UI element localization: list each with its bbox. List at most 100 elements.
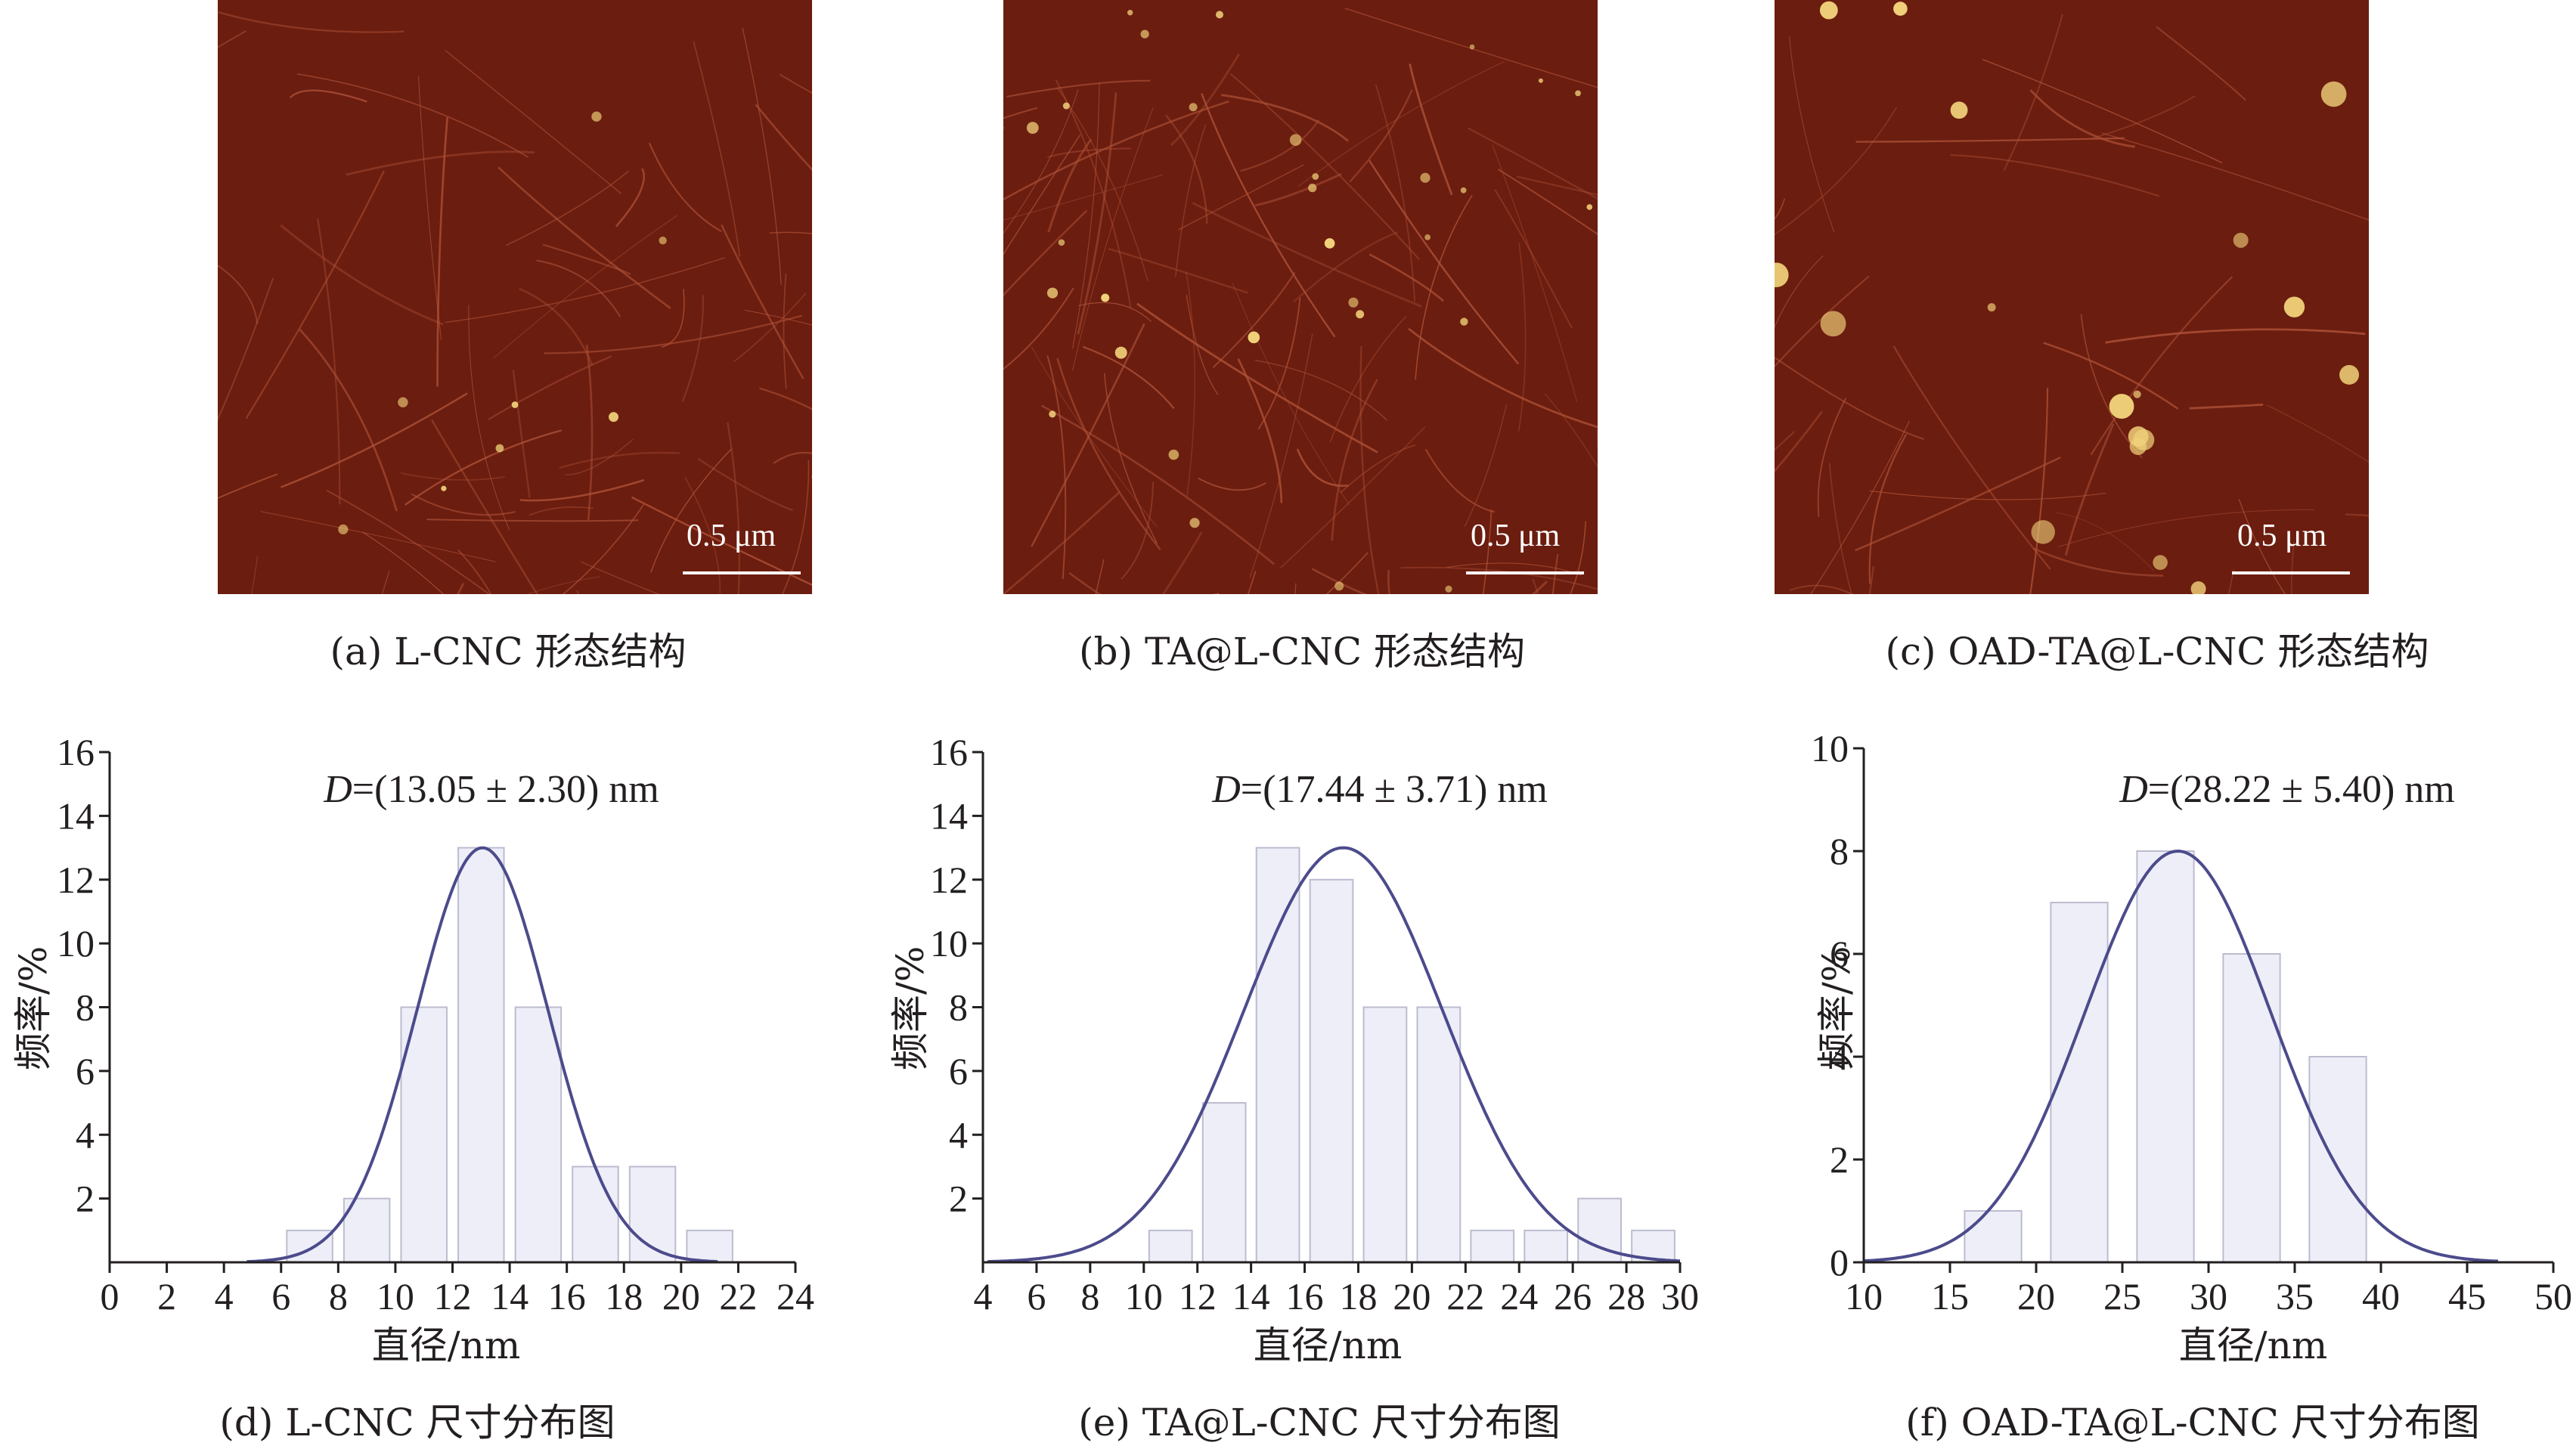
x-tick-label: 15 [1931,1275,1969,1317]
afm-fiber [2238,498,2286,594]
afm-fiber [681,295,704,403]
x-tick-label: 25 [2103,1275,2141,1317]
afm-particle [1538,78,1543,83]
afm-fiber [1257,297,1301,430]
afm-fiber [1570,521,1587,594]
afm-particle [1819,1,1838,20]
afm-fiber [2267,404,2369,463]
y-tick-label: 2 [949,1178,968,1220]
afm-fiber [684,476,721,593]
histogram-bar [1964,1210,2023,1263]
afm-fiber [1892,345,2051,570]
x-tick-label: 26 [1554,1275,1592,1317]
afm-fiber [773,451,812,464]
afm-fiber [542,243,631,275]
afm-fiber [1482,509,1493,594]
x-tick-label: 6 [271,1275,290,1317]
afm-fiber [1294,583,1297,594]
afm-fiber [1164,114,1208,224]
afm-particle [2283,296,2305,317]
afm-fiber [1201,93,1336,338]
afm-fiber [650,448,733,573]
x-tick-label: 18 [1339,1275,1377,1317]
afm-fiber [1311,568,1368,594]
y-axis-label-e: 频率/% [888,946,932,1070]
afm-fiber [260,511,496,562]
afm-fiber [559,451,680,469]
x-tick-label: 14 [491,1275,529,1317]
afm-fiber [2156,26,2246,101]
afm-fiber [2029,387,2049,594]
afm-particle [2031,520,2055,544]
scale-bar-b [1466,571,1584,574]
scale-bar-c [2232,571,2350,574]
afm-fiber [436,116,449,387]
afm-fiber [1551,553,1559,594]
afm-particle [1101,293,1110,302]
afm-particle [398,397,408,407]
afm-particle [1334,581,1344,591]
afm-fiber [1186,295,1219,395]
afm-fiber [1108,247,1249,294]
x-tick-label: 2 [157,1275,176,1317]
afm-particle [1046,287,1059,299]
afm-fiber [1531,581,1548,594]
afm-fiber [519,478,645,502]
afm-fiber [1161,531,1203,594]
y-tick-label: 2 [76,1178,95,1220]
histogram-d: 0 2 4 6 8 10 12 14 16 18 20 22 24 2 4 6 8 10 12 14 16 D=(13.… [0,711,832,1376]
afm-particle [1950,101,1968,119]
histogram-bar [1577,1197,1622,1263]
gaussian-fit-curve [987,846,1681,1264]
afm-particle [1775,262,1789,288]
afm-fiber [1828,463,1852,594]
x-tick-label: 20 [1393,1275,1431,1317]
afm-fiber [1136,302,1378,454]
afm-fiber [2101,132,2369,221]
histogram-bar [2308,1056,2367,1263]
afm-fiber [2055,512,2155,571]
afm-fiber [326,489,491,594]
annotation-value-d: =(13.05 ± 2.30) nm [352,768,659,811]
histogram-bar [2050,902,2109,1263]
afm-particle [1324,238,1335,249]
afm-fiber [457,583,465,594]
afm-fiber [2105,328,2366,344]
afm-fiber [1775,357,1924,440]
afm-fiber [1178,164,1304,231]
afm-particle [1026,122,1039,135]
mean-annotation-e: D=(17.44 ± 3.71) nm [1212,767,1548,812]
afm-fiber [526,576,600,594]
afm-fiber [2080,314,2143,459]
x-axis-label-e: 直径/nm [1253,1324,1403,1367]
afm-fiber [1293,231,1398,302]
afm-fiber [1040,404,1275,565]
afm-fiber [783,273,787,389]
afm-particle [1062,102,1070,110]
afm-fiber [1409,63,1453,196]
afm-fiber [1325,552,1369,594]
afm-fiber [418,76,442,340]
histogram-bar [400,1006,448,1263]
afm-fiber [1247,571,1257,594]
gaussian-fit-curve [1863,849,2499,1263]
afm-particle [1445,585,1452,593]
histogram-bar [1470,1229,1515,1263]
afm-fiber [727,422,740,594]
afm-fiber [576,590,579,594]
afm-fiber [2090,276,2233,456]
x-tick-label: 8 [329,1275,348,1317]
afm-fiber [2290,541,2295,594]
y-tick-label: 4 [76,1113,95,1156]
gaussian-fit-curve [246,846,718,1264]
afm-fiber [2345,513,2369,517]
afm-particle [2153,555,2168,570]
afm-fiber [218,265,259,325]
afm-fiber [733,292,807,363]
afm-fiber [317,218,341,505]
afm-particle [2109,394,2134,419]
afm-fiber [250,556,259,594]
y-tick-label: 0 [1830,1241,1849,1283]
afm-fiber [1375,84,1416,302]
afm-fiber [1249,333,1313,579]
